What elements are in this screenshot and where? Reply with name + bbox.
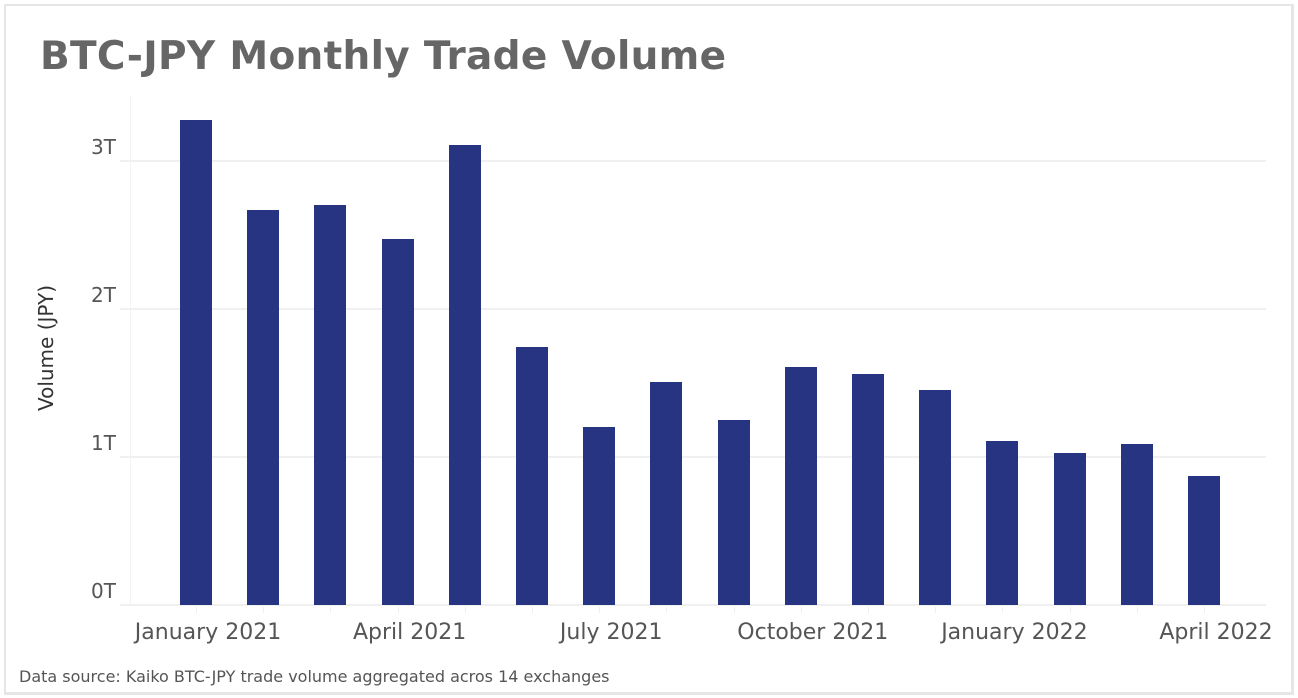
y-axis-label: Volume (JPY) [34,284,58,412]
gridline [120,456,1266,458]
y-tick-label: 3T [91,135,116,159]
bar-jun-2021[interactable] [516,347,548,605]
y-tick-label: 2T [91,283,116,307]
x-tick-mark [1002,607,1004,613]
bar-apr-2021[interactable] [381,239,414,605]
x-tick-mark [1204,607,1205,613]
x-tick-mark [868,607,869,613]
bar-jul-2021[interactable] [583,427,616,605]
x-tick-mark [800,607,802,613]
x-tick-mark [196,607,197,613]
bar-nov-2021[interactable] [852,374,884,605]
chart-title: BTC-JPY Monthly Trade Volume [40,34,727,79]
bar-apr-2022[interactable] [1188,476,1220,605]
bar-dec-2021[interactable] [919,390,952,605]
x-tick-mark [599,607,601,613]
bar-feb-2021[interactable] [247,209,280,605]
bar-feb-2022[interactable] [1053,452,1086,605]
bar-sep-2021[interactable] [717,420,750,605]
x-tick-mark [532,607,533,613]
x-tick-label: January 2022 [941,620,1088,645]
x-tick-mark [1136,607,1138,613]
bar-aug-2021[interactable] [650,381,683,605]
x-tick-mark [263,607,265,613]
x-tick-label: October 2021 [737,620,889,645]
y-tick-label: 1T [91,431,116,455]
gridline [120,308,1266,310]
x-tick-label: January 2021 [134,620,282,645]
x-tick-mark [397,607,399,613]
bar-jan-2022[interactable] [986,440,1019,605]
x-tick-mark [330,607,332,613]
x-tick-label: April 2022 [1159,620,1273,645]
x-tick-mark [733,607,735,613]
data-source-note: Data source: Kaiko BTC-JPY trade volume … [19,667,610,686]
x-tick-mark [935,607,937,613]
gridline [120,160,1266,162]
x-tick-mark [666,607,668,613]
x-tick-mark [1069,607,1071,613]
bar-may-2021[interactable] [448,144,481,605]
x-tick-label: April 2021 [352,620,467,645]
bar-jan-2021[interactable] [180,119,212,605]
bar-mar-2022[interactable] [1120,443,1153,605]
x-tick-mark [464,607,466,613]
bar-mar-2021[interactable] [314,205,347,605]
y-tick-label: 0T [91,579,116,603]
bar-oct-2021[interactable] [784,366,817,605]
y-axis-line [130,96,131,606]
gridline [120,604,1266,606]
x-tick-label: July 2021 [559,620,663,645]
